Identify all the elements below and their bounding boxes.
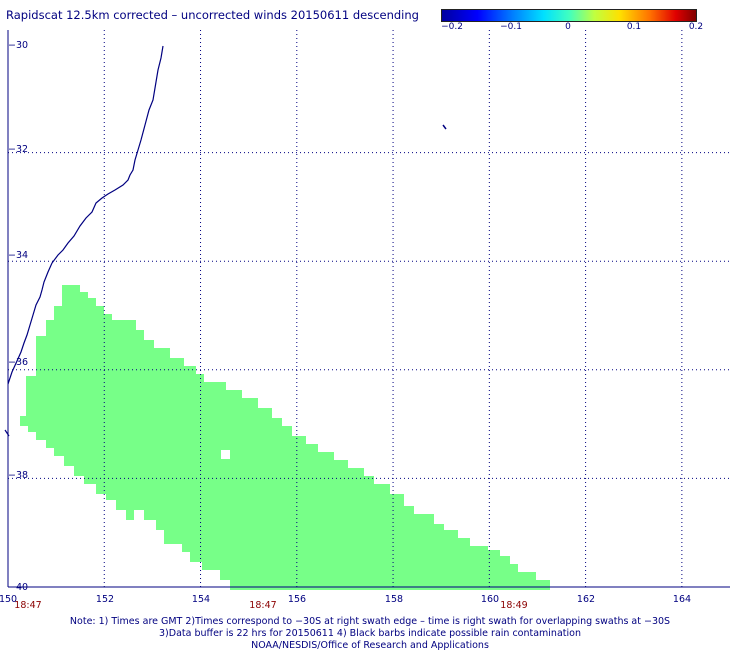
- lord-howe-island: [442, 124, 447, 130]
- lat-label: −38: [8, 470, 28, 481]
- lon-label: 150: [0, 594, 17, 605]
- lat-label: −30: [8, 40, 28, 51]
- lon-label: 160: [481, 594, 499, 605]
- lon-label: 162: [577, 594, 595, 605]
- lat-label: −32: [8, 144, 28, 155]
- lat-label: −34: [8, 250, 28, 261]
- page-title: Rapidscat 12.5km corrected – uncorrected…: [6, 8, 419, 22]
- latitude-labels: −30 −32 −34 −36 −38 −40: [8, 40, 28, 593]
- colorbar-tick-label: −0.1: [500, 22, 522, 32]
- note-line-1: Note: 1) Times are GMT 2)Times correspon…: [69, 616, 671, 627]
- colorbar-tick-label: 0.2: [688, 22, 704, 32]
- colorbar-tick-label: 0: [565, 22, 571, 32]
- wind-swath: [20, 285, 550, 590]
- lon-label: 154: [192, 594, 210, 605]
- time-label: 18:47: [14, 600, 42, 611]
- lon-label: 156: [288, 594, 306, 605]
- note-line-3: NOAA/NESDIS/Office of Research and Appli…: [251, 640, 489, 651]
- colorbar: [441, 9, 697, 22]
- colorbar-tick-label: −0.2: [441, 22, 463, 32]
- lon-label: 158: [385, 594, 403, 605]
- lat-label: −36: [8, 357, 28, 368]
- coastline: [7, 45, 164, 385]
- lon-label: 152: [96, 594, 114, 605]
- lon-label: 164: [673, 594, 691, 605]
- colorbar-tick-label: 0.1: [626, 22, 642, 32]
- time-label: 18:47: [249, 600, 277, 611]
- time-label: 18:49: [500, 600, 528, 611]
- swath-area: [20, 285, 550, 590]
- grid-lines: [7, 30, 730, 588]
- coast-fragment: [4, 429, 10, 437]
- note-line-2: 3)Data buffer is 22 hrs for 20150611 4) …: [159, 628, 581, 639]
- swath-gap: [221, 450, 230, 459]
- longitude-labels: 150 152 154 156 158 160 162 164: [0, 594, 691, 605]
- lat-label: −40: [8, 582, 28, 593]
